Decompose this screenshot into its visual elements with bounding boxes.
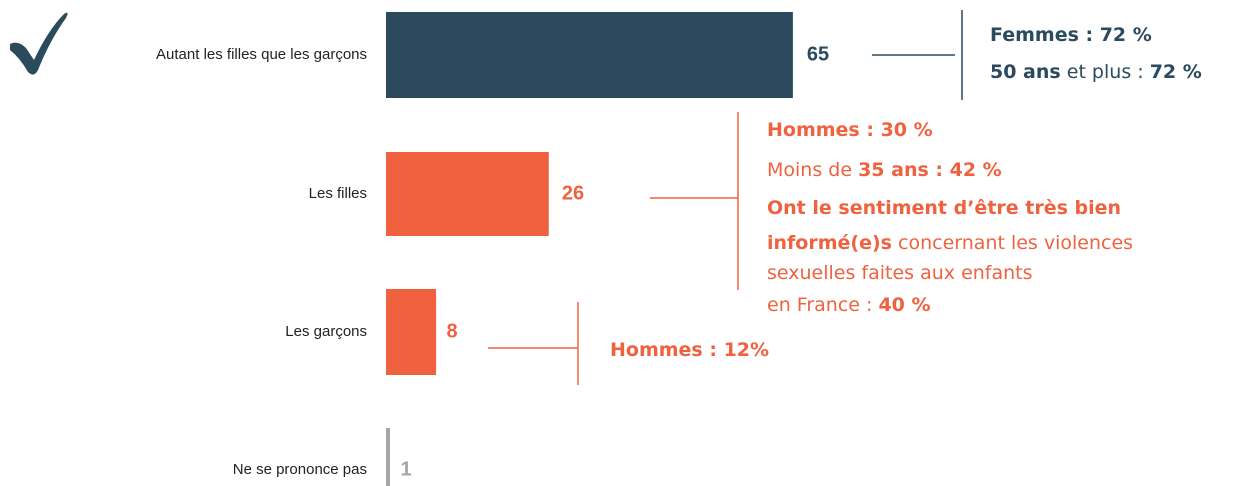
bar <box>386 12 793 98</box>
annotation-line: informé(e)s concernant les violences <box>767 232 1133 254</box>
annotation-line: Hommes : 30 % <box>767 119 933 141</box>
check-icon <box>10 12 68 75</box>
annotation-segment: et plus : <box>1061 61 1150 83</box>
annotation-segment: 72 % <box>1150 61 1202 83</box>
value-label: 8 <box>446 320 457 342</box>
annotation-segment: sexuelles faites aux enfants <box>767 262 1033 284</box>
annotation-line: 50 ans et plus : 72 % <box>990 61 1202 83</box>
annotation-line: Moins de 35 ans : 42 % <box>767 159 1002 181</box>
annotation-line: sexuelles faites aux enfants <box>767 262 1033 284</box>
annotation-segment: 40 % <box>878 294 930 316</box>
annotation-segment: informé(e)s <box>767 232 892 254</box>
bar <box>386 152 549 236</box>
bar <box>386 289 437 375</box>
annotation-segment: Moins de <box>767 159 858 181</box>
category-label: Les garçons <box>285 323 367 340</box>
bar <box>386 428 390 486</box>
annotation-line: Hommes : 12% <box>610 339 769 361</box>
annotation-segment: Hommes : 12% <box>610 339 769 361</box>
annotation-line: Ont le sentiment d’être très bien <box>767 197 1121 219</box>
annotation-segment: Femmes : 72 % <box>990 24 1152 46</box>
value-label: 26 <box>562 182 584 204</box>
annotation-segment: concernant les violences <box>892 232 1133 254</box>
annotation-line: Femmes : 72 % <box>990 24 1152 46</box>
annotation-segment: Hommes : 30 % <box>767 119 933 141</box>
value-label: 65 <box>807 43 829 65</box>
category-label: Autant les filles que les garçons <box>156 46 367 63</box>
value-label: 1 <box>400 458 411 480</box>
annotation-segment: Ont le sentiment d’être très bien <box>767 197 1121 219</box>
annotation-segment: 50 ans <box>990 61 1061 83</box>
category-label: Les filles <box>309 185 367 202</box>
category-label: Ne se prononce pas <box>233 461 367 478</box>
annotation-segment: 35 ans : 42 % <box>858 159 1002 181</box>
annotation-segment: en France : <box>767 294 878 316</box>
annotation-line: en France : 40 % <box>767 294 931 316</box>
